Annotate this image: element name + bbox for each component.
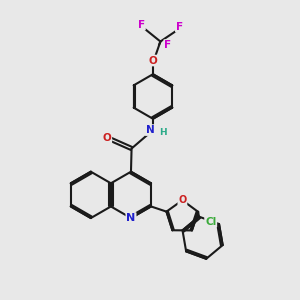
Text: Cl: Cl — [205, 217, 216, 226]
Text: O: O — [103, 133, 111, 143]
Text: N: N — [126, 213, 136, 223]
Text: O: O — [148, 56, 157, 65]
Text: F: F — [138, 20, 145, 30]
Text: H: H — [160, 128, 167, 137]
Text: F: F — [176, 22, 183, 32]
Text: F: F — [164, 40, 171, 50]
Text: N: N — [146, 125, 154, 135]
Text: O: O — [178, 195, 187, 205]
